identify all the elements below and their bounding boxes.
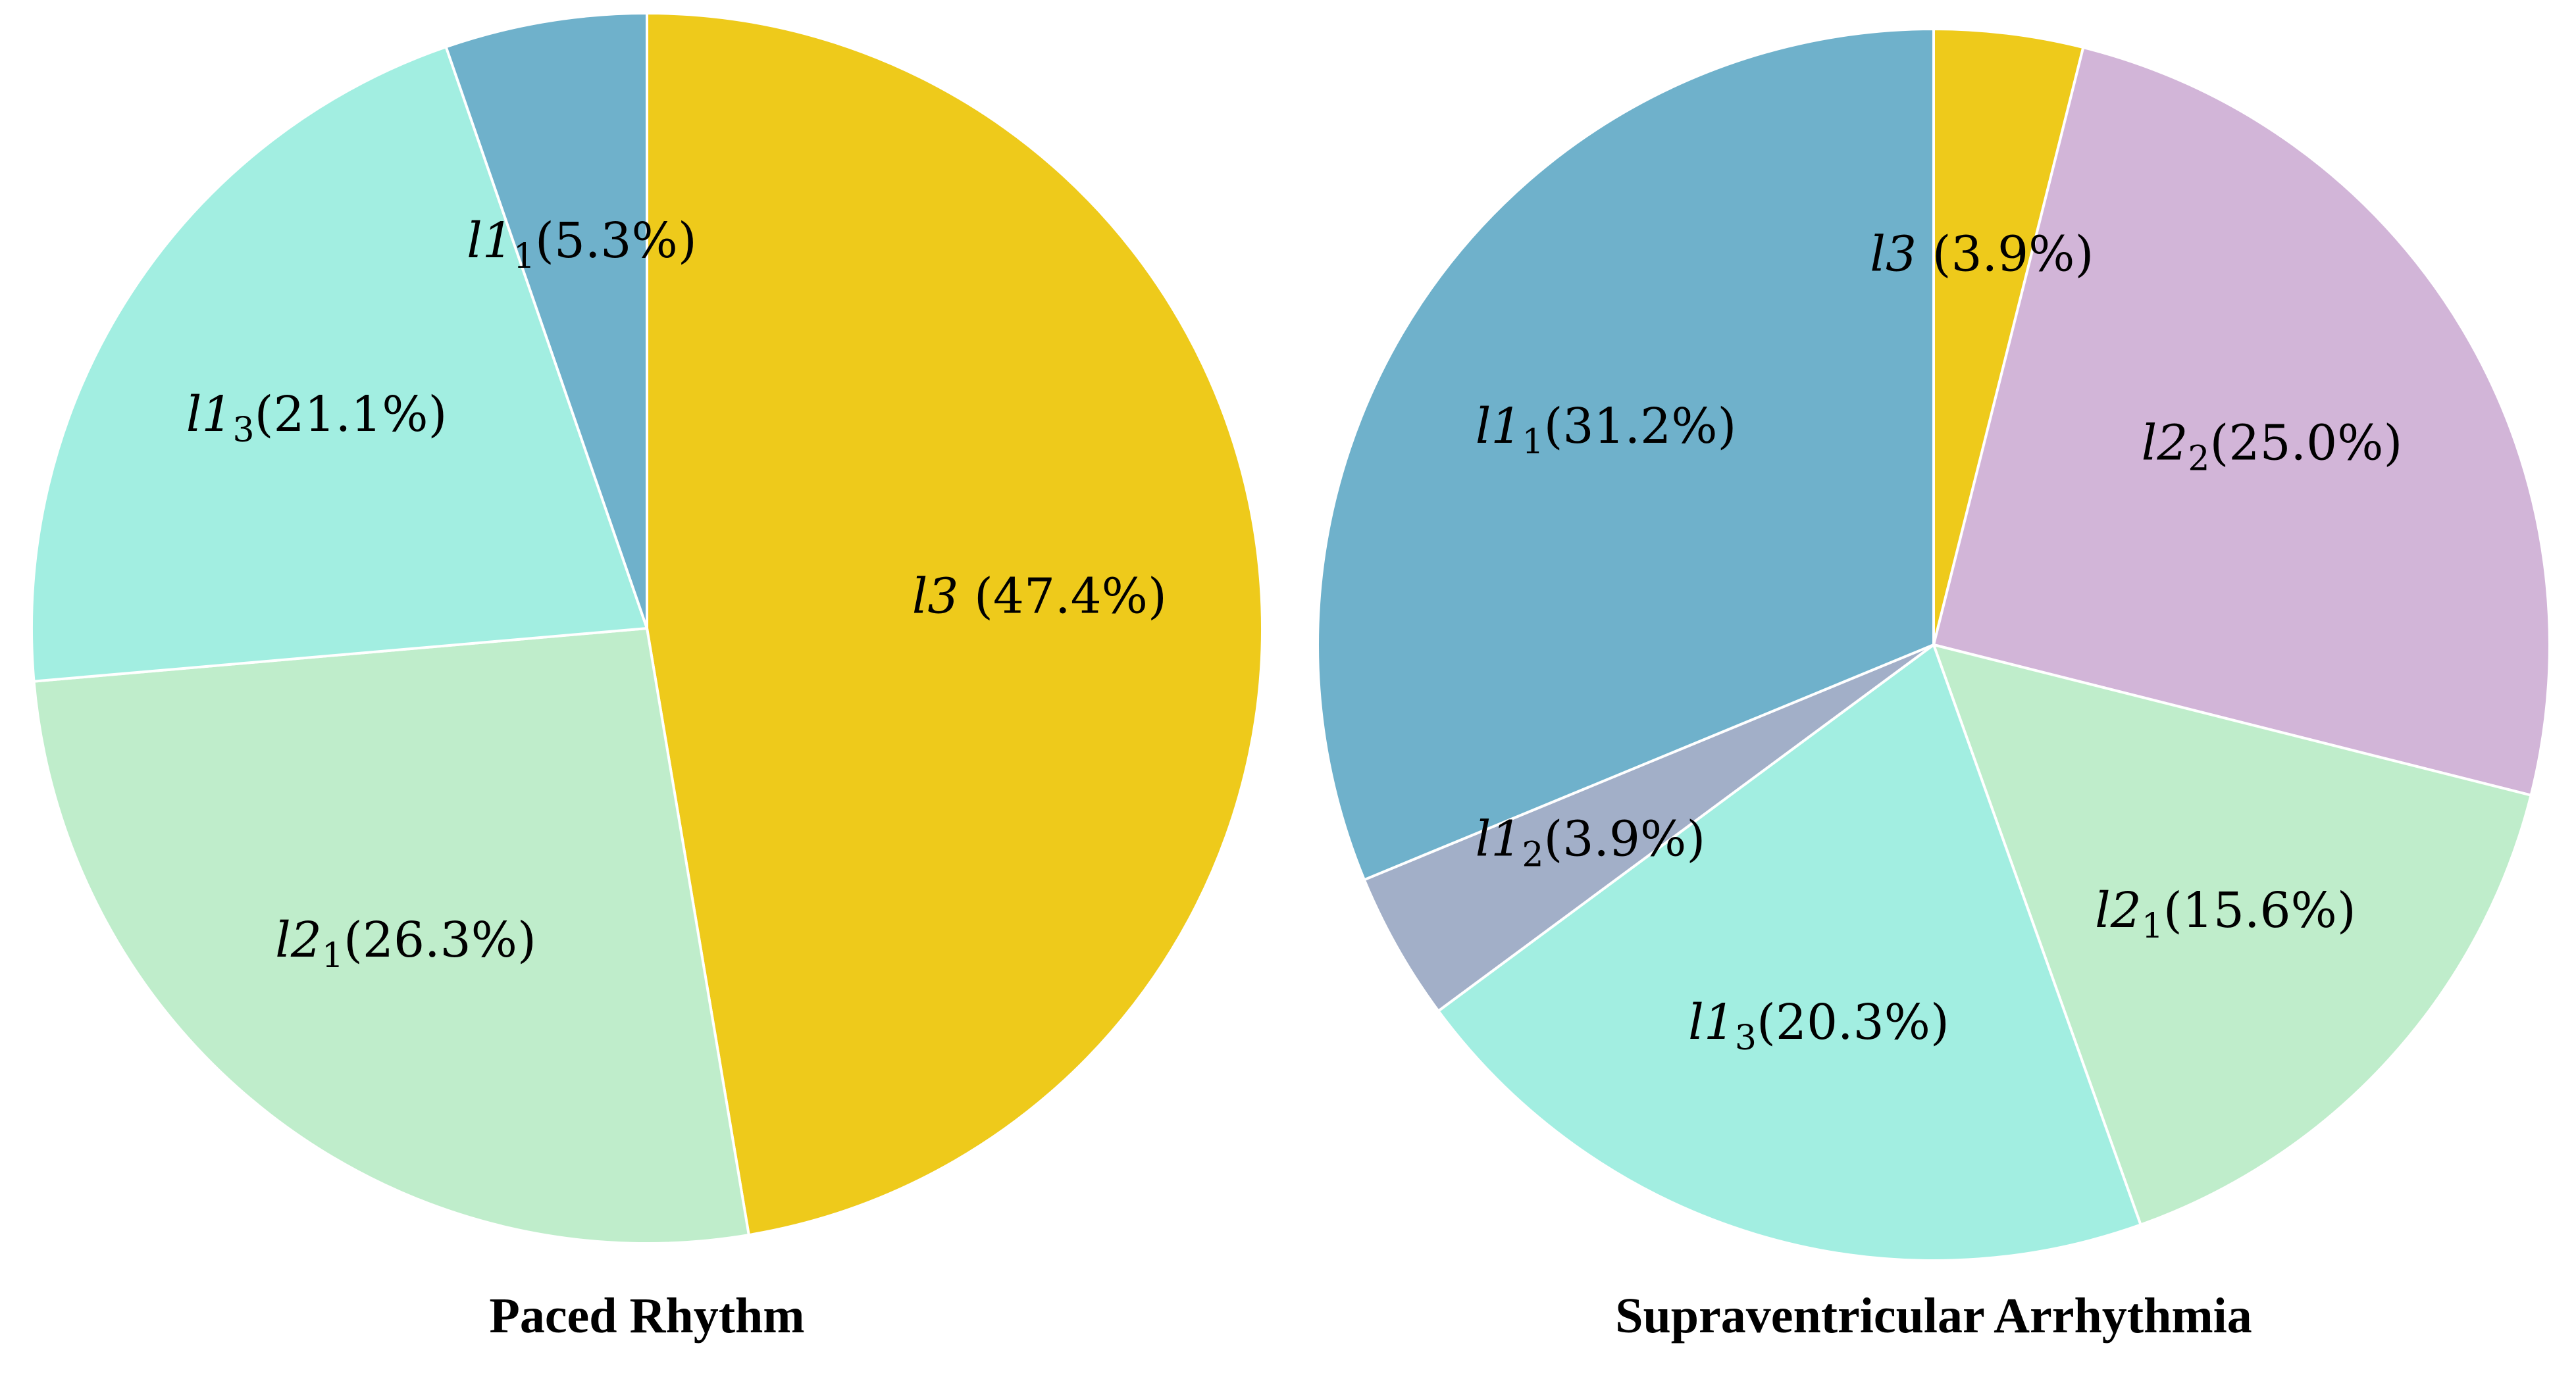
pie-slice-l1-2: [1362, 643, 1935, 1013]
slice-label-l3: l3 (47.4%): [912, 568, 1167, 624]
pie-slice-l1-3: [1437, 643, 2142, 1262]
pie-chart-supraventricular-arrhythmia: l3 (3.9%) l22(25.0%) l21(15.6%) l13(20.3%) l…: [1316, 28, 2551, 1343]
slice-label-l2-1: l21(26.3%): [275, 912, 536, 976]
slice-label-l1-3: l13(20.3%): [1688, 994, 1949, 1058]
pie-slice-l2-1: [32, 627, 750, 1245]
pie-slice-l1-1: [1316, 28, 1935, 882]
chart-title-supraventricular-arrhythmia: Supraventricular Arrhythmia: [1615, 1288, 2252, 1343]
slice-label-l1-1: l11(31.2%): [1476, 398, 1737, 462]
slice-label-l2-2: l22(25.0%): [2142, 414, 2403, 478]
slice-label-l3: l3 (3.9%): [1870, 226, 2094, 283]
slice-label-l1-1: l11(5.3%): [467, 213, 697, 276]
pie-slice-l2-1: [1932, 643, 2533, 1226]
slice-label-l2-1: l21(15.6%): [2095, 882, 2356, 946]
slice-label-l1-3: l13(21.1%): [186, 386, 448, 450]
pie-slice-l3: [646, 12, 1264, 1237]
pie-slice-l1-1: [444, 12, 648, 630]
pie-slice-l1-3: [30, 45, 648, 683]
slice-label-l1-2: l12(3.9%): [1476, 811, 1706, 875]
chart-title-paced-rhythm: Paced Rhythm: [489, 1288, 804, 1343]
pie-slice-l2-2: [1932, 46, 2551, 797]
pie-chart-paced-rhythm: l3 (47.4%)l21(26.3%)l13(21.1%)l11(5.3%) …: [30, 12, 1264, 1343]
